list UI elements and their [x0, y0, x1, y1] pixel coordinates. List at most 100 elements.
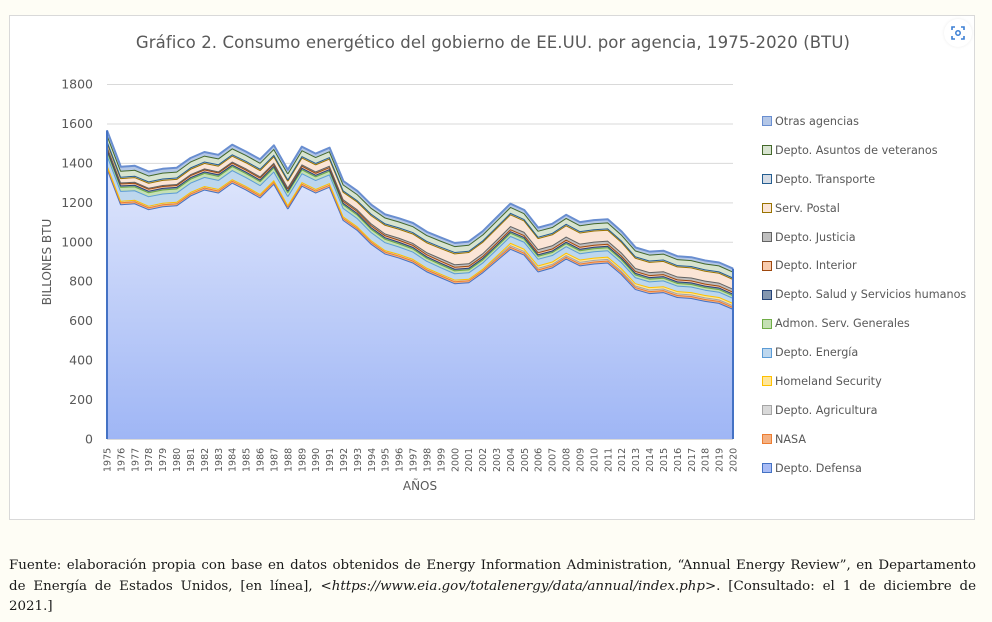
- x-tick-label: 1999: [436, 448, 447, 472]
- zoom-focus-icon: [951, 26, 965, 40]
- legend-item: Depto. Agricultura: [762, 396, 966, 425]
- legend-item: Depto. Asuntos de veteranos: [762, 136, 966, 165]
- legend-item: Depto. Transporte: [762, 165, 966, 194]
- x-tick-label: 1990: [311, 448, 322, 472]
- y-tick-label: 1600: [61, 116, 93, 131]
- x-tick-label: 1996: [395, 448, 406, 472]
- x-tick-label: 1982: [200, 448, 211, 472]
- legend-item: Otras agencias: [762, 107, 966, 136]
- y-tick-label: 1400: [61, 155, 93, 170]
- legend-item: Depto. Interior: [762, 251, 966, 280]
- legend-swatch: [762, 203, 772, 214]
- legend-item: Admon. Serv. Generales: [762, 309, 966, 338]
- x-tick-label: 2009: [575, 448, 586, 472]
- source-url[interactable]: https://www.eia.gov/totalenergy/data/ann…: [331, 578, 705, 594]
- y-axis-ticks: 0 200 400 600 800 1000 1200 1400 1600 1800: [61, 77, 93, 447]
- x-tick-label: 2011: [603, 448, 614, 472]
- x-tick-label: 2012: [617, 448, 628, 472]
- legend-item: Serv. Postal: [762, 194, 966, 223]
- legend: Otras agencias Depto. Asuntos de veterano…: [762, 107, 966, 483]
- legend-swatch: [762, 405, 772, 416]
- y-tick-label: 400: [69, 353, 93, 368]
- legend-swatch: [762, 174, 772, 185]
- area-series: [106, 129, 734, 440]
- x-tick-label: 1987: [269, 448, 280, 472]
- source-suffix: >. [Consultado: el 1 de diciembre de 202…: [9, 578, 976, 615]
- x-tick-label: 1993: [353, 448, 364, 472]
- legend-label: Depto. Transporte: [775, 172, 876, 186]
- x-tick-label: 2013: [631, 448, 642, 472]
- legend-swatch: [762, 463, 772, 474]
- x-tick-label: 1995: [381, 448, 392, 472]
- x-tick-label: 2001: [464, 448, 475, 472]
- legend-swatch: [762, 318, 772, 329]
- y-tick-label: 1800: [61, 77, 93, 92]
- x-tick-label: 2008: [562, 448, 573, 472]
- x-tick-label: 2019: [715, 448, 726, 472]
- x-tick-label: 1992: [339, 448, 350, 472]
- legend-swatch: [762, 434, 772, 445]
- x-tick-label: 1991: [325, 448, 336, 472]
- x-tick-label: 2003: [492, 448, 503, 472]
- legend-item: Depto. Defensa: [762, 454, 966, 483]
- legend-label: Homeland Security: [775, 374, 882, 388]
- x-tick-label: 1988: [283, 448, 294, 472]
- legend-swatch: [762, 289, 772, 300]
- legend-label: Depto. Agricultura: [775, 403, 878, 417]
- legend-label: Depto. Defensa: [775, 461, 862, 475]
- x-tick-label: 1978: [144, 448, 155, 472]
- legend-swatch: [762, 260, 772, 271]
- x-tick-label: 2006: [534, 448, 545, 472]
- x-tick-label: 2018: [701, 448, 712, 472]
- x-tick-label: 2010: [589, 448, 600, 472]
- y-tick-label: 800: [69, 274, 93, 289]
- x-tick-label: 1983: [214, 448, 225, 472]
- x-tick-label: 2005: [520, 448, 531, 472]
- x-tick-label: 1989: [297, 448, 308, 472]
- legend-swatch: [762, 232, 772, 242]
- x-tick-label: 1994: [367, 448, 378, 472]
- legend-item: Depto. Salud y Servicios humanos: [762, 280, 966, 309]
- y-tick-label: 0: [85, 432, 93, 447]
- legend-item: Depto. Energía: [762, 338, 966, 367]
- x-tick-label: 1984: [228, 448, 239, 472]
- legend-label: Serv. Postal: [775, 201, 840, 215]
- x-tick-label: 2017: [687, 448, 698, 472]
- y-axis-title: BILLONES BTU: [40, 219, 54, 306]
- x-tick-label: 1997: [409, 448, 420, 472]
- legend-label: Depto. Salud y Servicios humanos: [775, 288, 967, 302]
- legend-item: Homeland Security: [762, 367, 966, 396]
- legend-swatch: [762, 347, 772, 358]
- legend-label: Depto. Justicia: [775, 230, 856, 244]
- area-depto-defensa: [107, 167, 733, 440]
- legend-label: Admon. Serv. Generales: [775, 317, 910, 331]
- x-tick-label: 2000: [450, 448, 461, 472]
- x-tick-label: 1977: [130, 448, 141, 472]
- x-tick-label: 2014: [645, 448, 656, 472]
- x-tick-label: 1986: [256, 448, 267, 472]
- legend-swatch: [762, 376, 772, 387]
- y-tick-label: 1200: [61, 195, 93, 210]
- x-tick-label: 2015: [659, 448, 670, 472]
- y-tick-label: 600: [69, 313, 93, 328]
- x-axis-ticks: 1975 1976 1977 1978 1979 1980 1981 1982 1983 1984…: [103, 448, 740, 472]
- x-tick-label: 2020: [729, 448, 740, 472]
- legend-label: NASA: [775, 432, 806, 446]
- area-depto-energia: [107, 154, 733, 303]
- source-note: Fuente: elaboración propia con base en d…: [9, 556, 976, 618]
- source-prefix: Fuente: elaboración propia con base en d…: [9, 558, 976, 594]
- x-axis-title: AÑOS: [403, 478, 437, 493]
- x-tick-label: 2007: [548, 448, 559, 472]
- x-tick-label: 1976: [116, 448, 127, 472]
- legend-swatch: [762, 145, 772, 156]
- y-tick-label: 200: [69, 392, 93, 407]
- x-tick-label: 1985: [242, 448, 253, 472]
- legend-label: Depto. Interior: [775, 259, 857, 273]
- zoom-image-button[interactable]: [944, 19, 972, 47]
- chart-title: Gráfico 2. Consumo energético del gobier…: [135, 33, 851, 52]
- legend-label: Depto. Energía: [775, 346, 859, 360]
- x-tick-label: 1979: [158, 448, 169, 472]
- y-tick-label: 1000: [61, 234, 93, 249]
- x-tick-label: 1975: [103, 448, 114, 472]
